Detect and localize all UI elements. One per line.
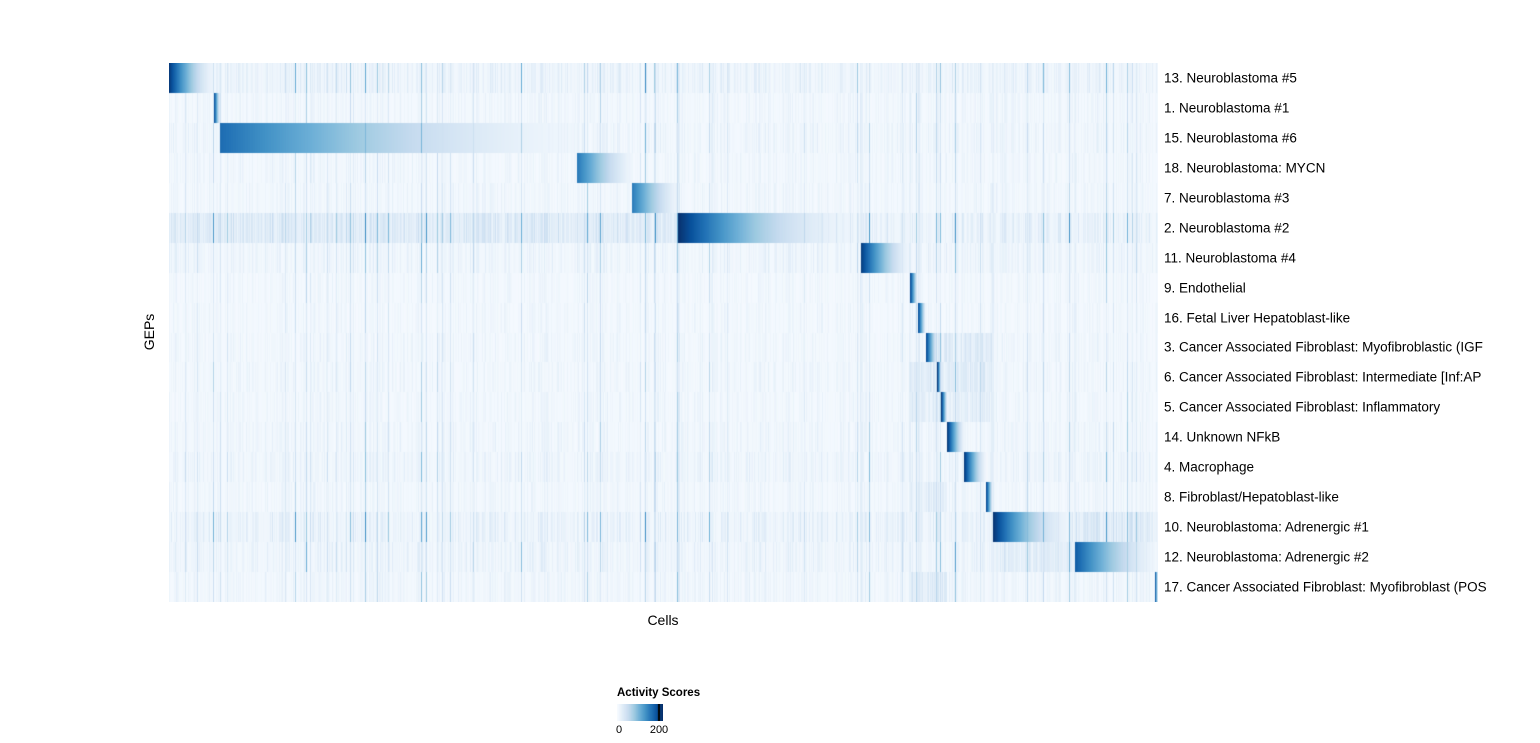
heatmap-row-label: 12. Neuroblastoma: Adrenergic #2	[1164, 549, 1369, 565]
heatmap-row-label: 10. Neuroblastoma: Adrenergic #1	[1164, 519, 1369, 535]
heatmap-row-label: 9. Endothelial	[1164, 279, 1246, 295]
heatmap-row-label: 4. Macrophage	[1164, 459, 1255, 475]
heatmap-canvas	[169, 63, 1158, 602]
heatmap-row-label: 5. Cancer Associated Fibroblast: Inflamm…	[1164, 399, 1441, 415]
heatmap-row-label: 11. Neuroblastoma #4	[1164, 249, 1296, 265]
heatmap-row-label: 1. Neuroblastoma #1	[1164, 100, 1290, 116]
heatmap-row-label: 6. Cancer Associated Fibroblast: Interme…	[1164, 369, 1482, 385]
heatmap-row-label: 7. Neuroblastoma #3	[1164, 190, 1290, 205]
heatmap-row-label: 18. Neuroblastoma: MYCN	[1164, 160, 1326, 176]
heatmap-row-label: 16. Fetal Liver Hepatoblast-like	[1164, 309, 1351, 325]
heatmap-row-label: 13. Neuroblastoma #5	[1164, 70, 1297, 86]
x-axis-label: Cells	[647, 612, 679, 628]
colorbar-tick-max-label: 200	[649, 724, 669, 736]
y-axis-label: GEPs	[141, 313, 157, 351]
heatmap-row-label: 2. Neuroblastoma #2	[1164, 219, 1290, 235]
colorbar-tick-min-label: 0	[615, 724, 623, 736]
heatmap-row-label: 8. Fibroblast/Hepatoblast-like	[1164, 489, 1339, 505]
heatmap-row-label: 15. Neuroblastoma #6	[1164, 130, 1297, 146]
heatmap-row-label: 3. Cancer Associated Fibroblast: Myofibr…	[1164, 339, 1483, 355]
colorbar-gradient	[617, 704, 663, 721]
colorbar-title: Activity Scores	[617, 687, 701, 699]
heatmap-row-label: 17. Cancer Associated Fibroblast: Myofib…	[1164, 579, 1487, 595]
heatmap-row-label: 14. Unknown NFkB	[1164, 429, 1281, 445]
